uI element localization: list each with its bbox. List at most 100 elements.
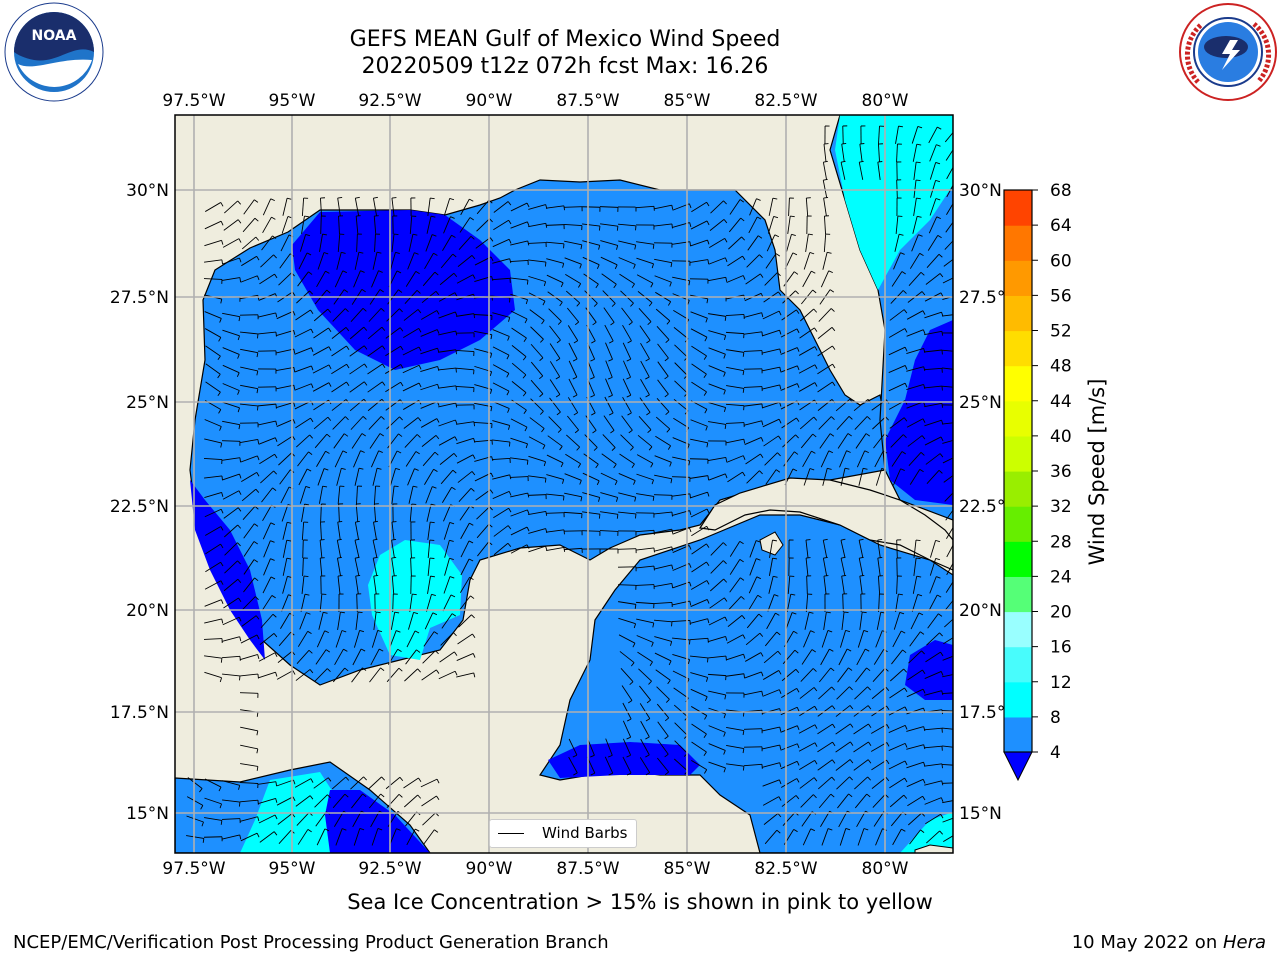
wind-barb-flag (792, 468, 798, 472)
wind-barb-flag (778, 418, 782, 424)
wind-barb (764, 452, 778, 466)
wind-barb-flag (665, 698, 670, 703)
wind-barb-flag (273, 254, 277, 259)
wind-barb (276, 348, 294, 354)
wind-barb (622, 360, 632, 378)
wind-barb (420, 366, 438, 372)
wind-barb-flag (850, 741, 854, 746)
wind-barb-flag (936, 144, 941, 147)
wind-barb (301, 197, 305, 217)
wind-barb (822, 252, 828, 270)
wind-barb-flag (221, 240, 224, 245)
wind-barb-flag (539, 357, 544, 362)
wind-barb (709, 597, 725, 609)
wind-barb (455, 385, 475, 389)
wind-barb (259, 831, 275, 843)
wind-barb (258, 814, 276, 824)
wind-barb (618, 634, 636, 644)
wind-barb-flag (256, 388, 259, 394)
wind-barb (492, 439, 510, 443)
wind-barb (691, 345, 707, 357)
wind-barb (859, 144, 863, 162)
wind-barb-flag (652, 622, 655, 628)
wind-barb-flag (689, 600, 692, 606)
wind-barb (530, 326, 544, 340)
wind-barb-flag (629, 681, 634, 686)
wind-barb (923, 727, 943, 731)
wind-barb-flag (412, 593, 417, 596)
wind-barb (871, 759, 887, 771)
wind-barb (528, 436, 546, 446)
wind-barb (276, 329, 294, 337)
wind-barb (301, 504, 305, 522)
wind-barb (942, 277, 953, 284)
wind-barb (240, 816, 258, 822)
bottom-lon-ticks: 97.5°W 95°W 92.5°W 90°W 87.5°W 85°W 82.5°W 80°W (162, 859, 908, 879)
wind-barb-flag (935, 198, 941, 201)
wind-barb (765, 469, 777, 485)
wind-barb-flag (959, 370, 960, 374)
wind-barb-flag (416, 649, 421, 653)
wind-barb (205, 561, 221, 573)
wind-barb (744, 671, 762, 679)
wind-barb (889, 794, 905, 808)
wind-barb-flag (724, 616, 728, 622)
wind-barb (420, 383, 438, 391)
wind-barb-flag (743, 654, 746, 659)
wind-barb-flag (590, 754, 595, 758)
wind-barb-flag (723, 200, 727, 205)
wind-barb-flag (416, 434, 421, 438)
wind-barb (726, 275, 744, 283)
wind-barb (781, 309, 797, 321)
wind-barb (924, 349, 942, 353)
wind-barb-flag (830, 308, 835, 312)
wind-barb-flag (814, 346, 818, 351)
wind-barb (370, 450, 380, 468)
wind-barb-flag (706, 599, 710, 604)
wind-barb-flag (310, 347, 314, 353)
wind-barb-flag (220, 543, 224, 549)
wind-barb (582, 223, 600, 227)
wind-barb (817, 741, 833, 753)
wind-barb (239, 692, 259, 694)
noaa-logo: NOAA (4, 2, 104, 102)
wind-barb (636, 618, 654, 624)
wind-barb (896, 143, 898, 163)
lon-tick-label: 82.5°W (754, 859, 817, 879)
wind-barb-flag (863, 828, 869, 831)
wind-barb-flag (877, 539, 883, 541)
wind-barb-flag (866, 793, 871, 798)
wind-barb (443, 522, 451, 540)
wind-barb (763, 670, 779, 680)
wind-barb-flag (218, 337, 222, 342)
wind-barb-flag (563, 529, 565, 535)
wind-barb-flag (868, 741, 872, 747)
colorbar-tick-label: 48 (1050, 357, 1072, 377)
wind-barb (335, 630, 343, 648)
wind-barb-flag (832, 345, 836, 350)
wind-barb-flag (363, 345, 368, 350)
colorbar-tick-label: 44 (1050, 392, 1072, 412)
wind-barb (619, 651, 635, 663)
wind-barb (296, 434, 310, 448)
wind-barb (782, 649, 796, 665)
wind-barb (708, 402, 726, 408)
wind-barb-flag (270, 198, 275, 202)
wind-barb-flag (469, 522, 474, 526)
wind-barb-flag (935, 557, 941, 561)
lon-tick-label: 92.5°W (358, 859, 421, 879)
wind-barb (873, 649, 885, 665)
wind-barb (410, 557, 412, 577)
wind-barb (440, 253, 454, 269)
wind-barb (475, 489, 491, 501)
wind-barb (599, 530, 619, 532)
wind-barb-flag (904, 706, 908, 712)
wind-barb-flag (449, 539, 454, 542)
wind-barb (223, 507, 239, 519)
wind-barb-flag (940, 436, 944, 442)
wind-barb (640, 720, 650, 738)
wind-barb (821, 828, 829, 846)
wind-barb (889, 309, 905, 321)
wind-barb-flag (543, 461, 547, 467)
wind-barb (620, 434, 634, 448)
